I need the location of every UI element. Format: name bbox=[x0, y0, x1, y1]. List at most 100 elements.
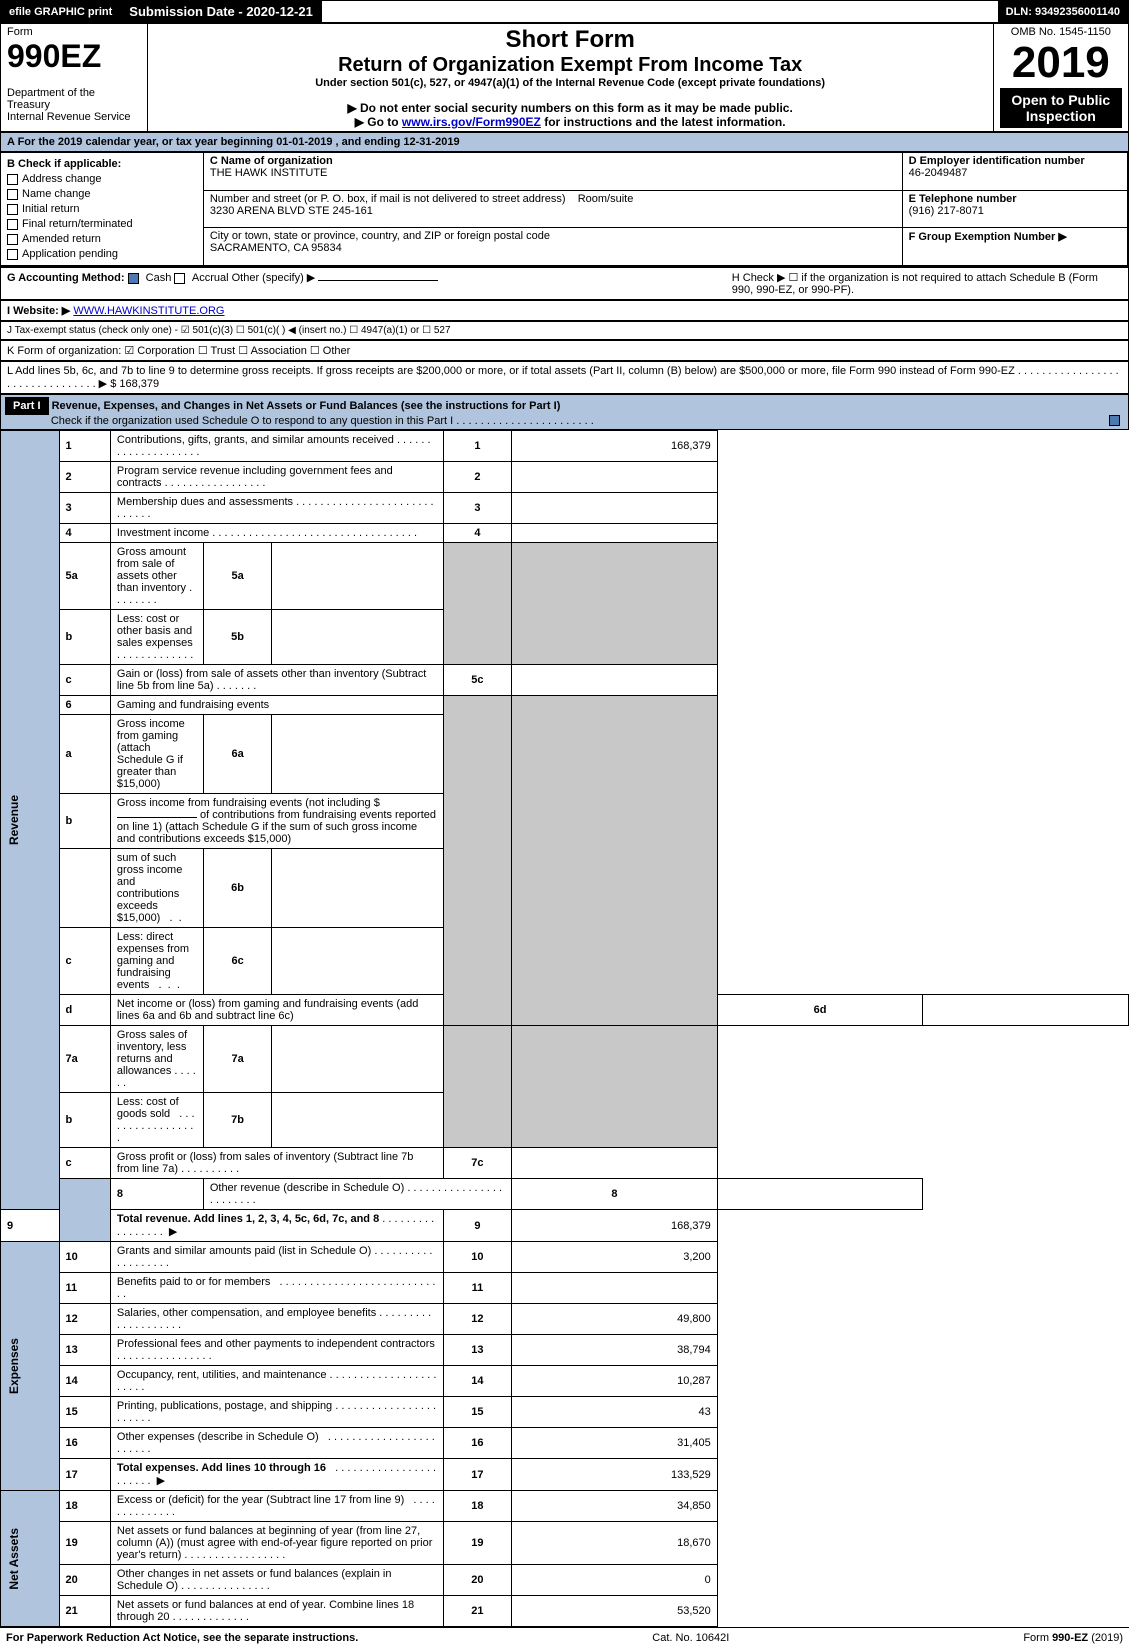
dept-label: Department of the Treasury bbox=[7, 87, 141, 111]
section-d-label: D Employer identification number bbox=[909, 155, 1085, 167]
line-10-numcol: 10 bbox=[443, 1242, 512, 1273]
form-word: Form bbox=[7, 26, 141, 38]
line-12-desc: Salaries, other compensation, and employ… bbox=[117, 1307, 376, 1319]
line-6d-num: d bbox=[59, 995, 110, 1026]
line-13-num: 13 bbox=[59, 1335, 110, 1366]
line-7a-subval bbox=[272, 1026, 443, 1093]
line-10-desc: Grants and similar amounts paid (list in… bbox=[117, 1245, 371, 1257]
chk-accrual[interactable] bbox=[174, 273, 185, 284]
line-17-desc: Total expenses. Add lines 10 through 16 bbox=[117, 1462, 326, 1474]
line-15-desc: Printing, publications, postage, and shi… bbox=[117, 1400, 332, 1412]
line-18-num: 18 bbox=[59, 1491, 110, 1522]
chk-name-change[interactable]: Name change bbox=[7, 188, 197, 200]
line-2-amt bbox=[512, 462, 718, 493]
top-bar: efile GRAPHIC print Submission Date - 20… bbox=[0, 0, 1129, 23]
line-13-desc: Professional fees and other payments to … bbox=[117, 1338, 435, 1350]
website-link[interactable]: WWW.HAWKINSTITUTE.ORG bbox=[73, 305, 224, 317]
section-k-row: K Form of organization: ☑ Corporation ☐ … bbox=[0, 340, 1129, 361]
line-7a-desc: Gross sales of inventory, less returns a… bbox=[117, 1029, 187, 1077]
line-21-amt: 53,520 bbox=[512, 1596, 718, 1627]
irs-link[interactable]: www.irs.gov/Form990EZ bbox=[402, 115, 541, 129]
chk-schedule-o[interactable] bbox=[1109, 415, 1120, 426]
line-6c-sub: 6c bbox=[203, 928, 272, 995]
under-section: Under section 501(c), 527, or 4947(a)(1)… bbox=[154, 77, 987, 89]
dln-label: DLN: 93492356001140 bbox=[998, 1, 1128, 22]
room-label: Room/suite bbox=[578, 193, 634, 205]
phone-value: (916) 217-8071 bbox=[909, 205, 984, 217]
line-4-numcol: 4 bbox=[443, 524, 512, 543]
line-7c-desc: Gross profit or (loss) from sales of inv… bbox=[117, 1151, 414, 1175]
city-value: SACRAMENTO, CA 95834 bbox=[210, 242, 342, 254]
line-6b-desc2: of contributions from fundraising events… bbox=[117, 809, 436, 845]
line-6a-num: a bbox=[59, 715, 110, 794]
line-5c-num: c bbox=[59, 665, 110, 696]
section-g-label: G Accounting Method: bbox=[7, 272, 125, 284]
line-2-num: 2 bbox=[59, 462, 110, 493]
line-16-desc: Other expenses (describe in Schedule O) bbox=[117, 1431, 319, 1443]
line-7a-sub: 7a bbox=[203, 1026, 272, 1093]
org-name: THE HAWK INSTITUTE bbox=[210, 167, 328, 179]
line-5a-sub: 5a bbox=[203, 543, 272, 610]
irs-label: Internal Revenue Service bbox=[7, 111, 141, 123]
line-11-desc: Benefits paid to or for members bbox=[117, 1276, 270, 1288]
section-c-label: C Name of organization bbox=[210, 155, 333, 167]
line-7b-subval bbox=[272, 1093, 443, 1148]
line-4-num: 4 bbox=[59, 524, 110, 543]
line-6b-subval bbox=[272, 849, 443, 928]
line-5c-numcol: 5c bbox=[443, 665, 512, 696]
line-7c-amt bbox=[512, 1148, 718, 1179]
line-5a-subval bbox=[272, 543, 443, 610]
addr-label: Number and street (or P. O. box, if mail… bbox=[210, 193, 566, 205]
chk-initial-return[interactable]: Initial return bbox=[7, 203, 197, 215]
line-15-amt: 43 bbox=[512, 1397, 718, 1428]
line-8-numcol: 8 bbox=[512, 1179, 718, 1210]
chk-amended-return[interactable]: Amended return bbox=[7, 233, 197, 245]
section-j-row: J Tax-exempt status (check only one) - ☑… bbox=[0, 321, 1129, 340]
line-4-desc: Investment income bbox=[117, 527, 209, 539]
line-7b-num: b bbox=[59, 1093, 110, 1148]
line-11-numcol: 11 bbox=[443, 1273, 512, 1304]
line-4-amt bbox=[512, 524, 718, 543]
chk-application-pending[interactable]: Application pending bbox=[7, 248, 197, 260]
instr-goto: ▶ Go to www.irs.gov/Form990EZ for instru… bbox=[154, 115, 987, 129]
chk-cash[interactable] bbox=[128, 273, 139, 284]
accrual-label: Accrual bbox=[192, 272, 229, 284]
form-number: 990EZ bbox=[7, 38, 141, 75]
footer-center: Cat. No. 10642I bbox=[652, 1632, 729, 1644]
footer-right: Form 990-EZ (2019) bbox=[1023, 1632, 1123, 1644]
chk-address-change[interactable]: Address change bbox=[7, 173, 197, 185]
line-8-desc: Other revenue (describe in Schedule O) bbox=[210, 1182, 404, 1194]
line-7c-numcol: 7c bbox=[443, 1148, 512, 1179]
line-5b-num: b bbox=[59, 610, 110, 665]
line-6-num: 6 bbox=[59, 696, 110, 715]
line-11-amt bbox=[512, 1273, 718, 1304]
revenue-side-label: Revenue bbox=[7, 795, 21, 845]
part-1-title: Revenue, Expenses, and Changes in Net As… bbox=[52, 400, 561, 412]
line-5b-desc: Less: cost or other basis and sales expe… bbox=[117, 613, 193, 649]
chk-final-return[interactable]: Final return/terminated bbox=[7, 218, 197, 230]
line-8-num: 8 bbox=[110, 1179, 203, 1210]
line-6-desc: Gaming and fundraising events bbox=[110, 696, 443, 715]
line-5c-amt bbox=[512, 665, 718, 696]
part-1-header: Part I Revenue, Expenses, and Changes in… bbox=[0, 394, 1129, 430]
expenses-side-label: Expenses bbox=[7, 1338, 21, 1394]
line-5b-sub: 5b bbox=[203, 610, 272, 665]
line-9-amt: 168,379 bbox=[512, 1210, 718, 1242]
line-6d-numcol: 6d bbox=[717, 995, 923, 1026]
section-e-label: E Telephone number bbox=[909, 193, 1017, 205]
page-footer: For Paperwork Reduction Act Notice, see … bbox=[0, 1627, 1129, 1648]
netassets-side-label: Net Assets bbox=[7, 1528, 21, 1590]
line-18-numcol: 18 bbox=[443, 1491, 512, 1522]
ein-value: 46-2049487 bbox=[909, 167, 968, 179]
line-10-amt: 3,200 bbox=[512, 1242, 718, 1273]
line-10-num: 10 bbox=[59, 1242, 110, 1273]
line-16-numcol: 16 bbox=[443, 1428, 512, 1459]
line-17-numcol: 17 bbox=[443, 1459, 512, 1491]
section-g-row: G Accounting Method: Cash Accrual Other … bbox=[0, 267, 1129, 300]
line-15-numcol: 15 bbox=[443, 1397, 512, 1428]
city-label: City or town, state or province, country… bbox=[210, 230, 550, 242]
line-20-num: 20 bbox=[59, 1565, 110, 1596]
line-14-desc: Occupancy, rent, utilities, and maintena… bbox=[117, 1369, 327, 1381]
short-form-title: Short Form bbox=[154, 26, 987, 54]
line-19-desc: Net assets or fund balances at beginning… bbox=[117, 1525, 432, 1561]
